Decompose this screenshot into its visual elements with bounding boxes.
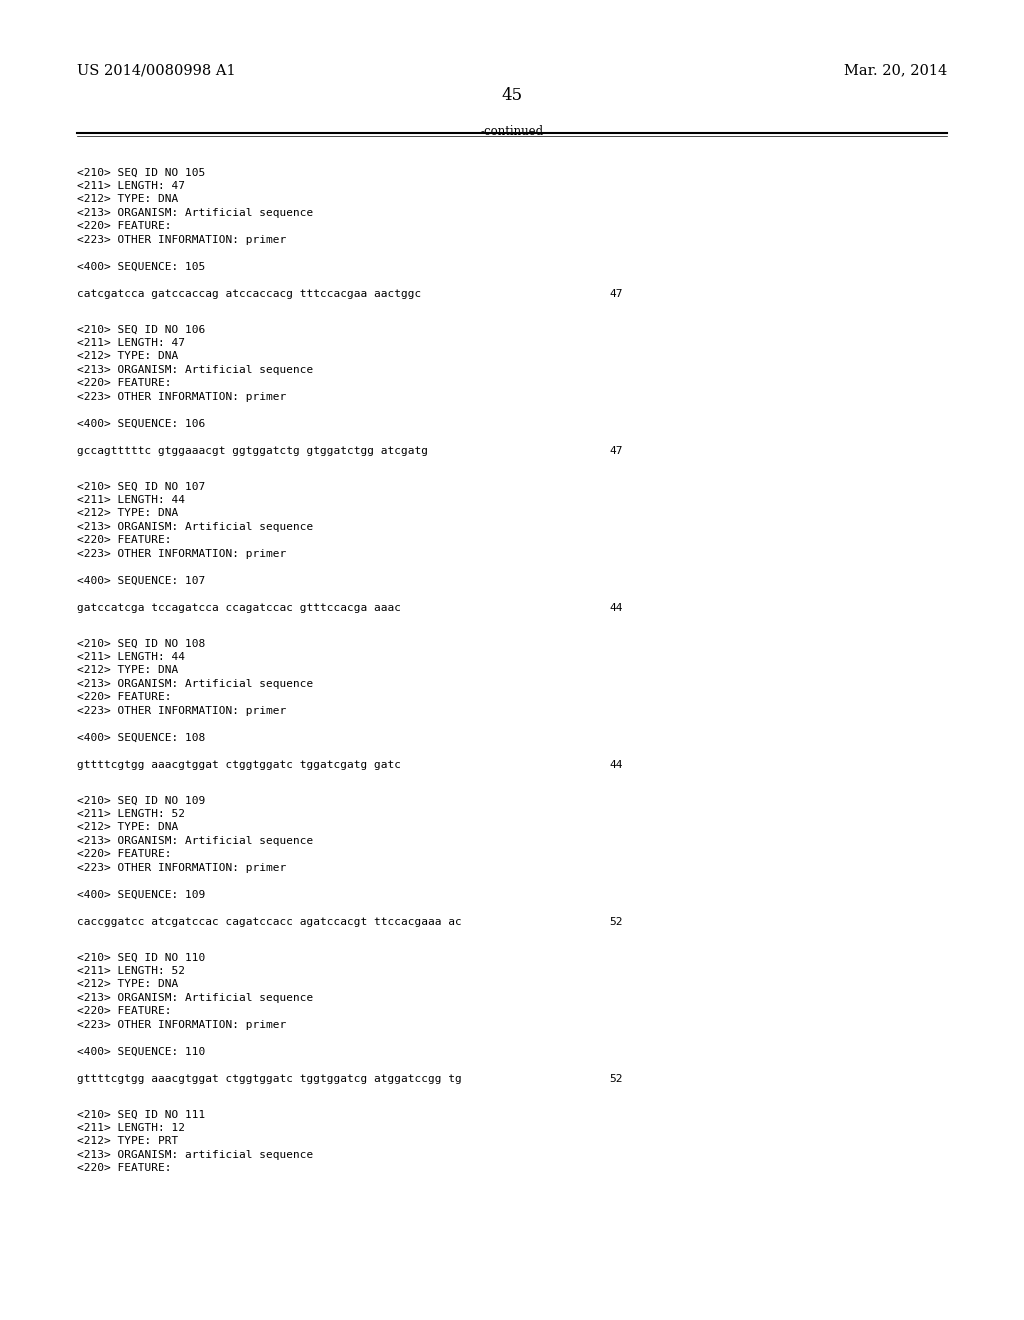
Text: <213> ORGANISM: Artificial sequence: <213> ORGANISM: Artificial sequence	[77, 993, 313, 1003]
Text: 44: 44	[609, 760, 623, 770]
Text: <211> LENGTH: 12: <211> LENGTH: 12	[77, 1123, 184, 1133]
Text: <213> ORGANISM: Artificial sequence: <213> ORGANISM: Artificial sequence	[77, 836, 313, 846]
Text: <212> TYPE: DNA: <212> TYPE: DNA	[77, 979, 178, 990]
Text: <223> OTHER INFORMATION: primer: <223> OTHER INFORMATION: primer	[77, 235, 286, 246]
Text: <220> FEATURE:: <220> FEATURE:	[77, 379, 171, 388]
Text: Mar. 20, 2014: Mar. 20, 2014	[844, 63, 947, 78]
Text: gttttcgtgg aaacgtggat ctggtggatc tggtggatcg atggatccgg tg: gttttcgtgg aaacgtggat ctggtggatc tggtgga…	[77, 1074, 462, 1084]
Text: <210> SEQ ID NO 105: <210> SEQ ID NO 105	[77, 168, 205, 177]
Text: <220> FEATURE:: <220> FEATURE:	[77, 222, 171, 231]
Text: <210> SEQ ID NO 106: <210> SEQ ID NO 106	[77, 325, 205, 334]
Text: <400> SEQUENCE: 105: <400> SEQUENCE: 105	[77, 261, 205, 272]
Text: <223> OTHER INFORMATION: primer: <223> OTHER INFORMATION: primer	[77, 706, 286, 715]
Text: 47: 47	[609, 289, 623, 298]
Text: <213> ORGANISM: Artificial sequence: <213> ORGANISM: Artificial sequence	[77, 209, 313, 218]
Text: gttttcgtgg aaacgtggat ctggtggatc tggatcgatg gatc: gttttcgtgg aaacgtggat ctggtggatc tggatcg…	[77, 760, 400, 770]
Text: <213> ORGANISM: Artificial sequence: <213> ORGANISM: Artificial sequence	[77, 678, 313, 689]
Text: <212> TYPE: DNA: <212> TYPE: DNA	[77, 194, 178, 205]
Text: 44: 44	[609, 603, 623, 612]
Text: <223> OTHER INFORMATION: primer: <223> OTHER INFORMATION: primer	[77, 392, 286, 403]
Text: gatccatcga tccagatcca ccagatccac gtttccacga aaac: gatccatcga tccagatcca ccagatccac gtttcca…	[77, 603, 400, 612]
Text: 45: 45	[502, 87, 522, 104]
Text: caccggatcc atcgatccac cagatccacc agatccacgt ttccacgaaa ac: caccggatcc atcgatccac cagatccacc agatcca…	[77, 917, 462, 927]
Text: <213> ORGANISM: artificial sequence: <213> ORGANISM: artificial sequence	[77, 1150, 313, 1160]
Text: <213> ORGANISM: Artificial sequence: <213> ORGANISM: Artificial sequence	[77, 364, 313, 375]
Text: <212> TYPE: DNA: <212> TYPE: DNA	[77, 508, 178, 519]
Text: 47: 47	[609, 446, 623, 455]
Text: <210> SEQ ID NO 107: <210> SEQ ID NO 107	[77, 482, 205, 491]
Text: <400> SEQUENCE: 108: <400> SEQUENCE: 108	[77, 733, 205, 743]
Text: -continued: -continued	[480, 125, 544, 139]
Text: <220> FEATURE:: <220> FEATURE:	[77, 1163, 171, 1173]
Text: <220> FEATURE:: <220> FEATURE:	[77, 850, 171, 859]
Text: <220> FEATURE:: <220> FEATURE:	[77, 536, 171, 545]
Text: <211> LENGTH: 52: <211> LENGTH: 52	[77, 966, 184, 975]
Text: US 2014/0080998 A1: US 2014/0080998 A1	[77, 63, 236, 78]
Text: <210> SEQ ID NO 111: <210> SEQ ID NO 111	[77, 1110, 205, 1119]
Text: <400> SEQUENCE: 109: <400> SEQUENCE: 109	[77, 890, 205, 900]
Text: <220> FEATURE:: <220> FEATURE:	[77, 693, 171, 702]
Text: <400> SEQUENCE: 107: <400> SEQUENCE: 107	[77, 576, 205, 586]
Text: <210> SEQ ID NO 109: <210> SEQ ID NO 109	[77, 796, 205, 805]
Text: <212> TYPE: DNA: <212> TYPE: DNA	[77, 822, 178, 833]
Text: <211> LENGTH: 52: <211> LENGTH: 52	[77, 809, 184, 818]
Text: <223> OTHER INFORMATION: primer: <223> OTHER INFORMATION: primer	[77, 863, 286, 873]
Text: <211> LENGTH: 44: <211> LENGTH: 44	[77, 652, 184, 661]
Text: 52: 52	[609, 1074, 623, 1084]
Text: <212> TYPE: PRT: <212> TYPE: PRT	[77, 1137, 178, 1147]
Text: gccagtttttc gtggaaacgt ggtggatctg gtggatctgg atcgatg: gccagtttttc gtggaaacgt ggtggatctg gtggat…	[77, 446, 428, 455]
Text: <213> ORGANISM: Artificial sequence: <213> ORGANISM: Artificial sequence	[77, 521, 313, 532]
Text: <400> SEQUENCE: 110: <400> SEQUENCE: 110	[77, 1047, 205, 1057]
Text: catcgatcca gatccaccag atccaccacg tttccacgaa aactggc: catcgatcca gatccaccag atccaccacg tttccac…	[77, 289, 421, 298]
Text: <211> LENGTH: 44: <211> LENGTH: 44	[77, 495, 184, 506]
Text: <210> SEQ ID NO 110: <210> SEQ ID NO 110	[77, 953, 205, 962]
Text: <212> TYPE: DNA: <212> TYPE: DNA	[77, 351, 178, 362]
Text: <211> LENGTH: 47: <211> LENGTH: 47	[77, 181, 184, 191]
Text: <223> OTHER INFORMATION: primer: <223> OTHER INFORMATION: primer	[77, 549, 286, 558]
Text: <211> LENGTH: 47: <211> LENGTH: 47	[77, 338, 184, 348]
Text: <223> OTHER INFORMATION: primer: <223> OTHER INFORMATION: primer	[77, 1020, 286, 1030]
Text: <212> TYPE: DNA: <212> TYPE: DNA	[77, 665, 178, 676]
Text: <210> SEQ ID NO 108: <210> SEQ ID NO 108	[77, 639, 205, 648]
Text: <220> FEATURE:: <220> FEATURE:	[77, 1006, 171, 1016]
Text: 52: 52	[609, 917, 623, 927]
Text: <400> SEQUENCE: 106: <400> SEQUENCE: 106	[77, 418, 205, 429]
